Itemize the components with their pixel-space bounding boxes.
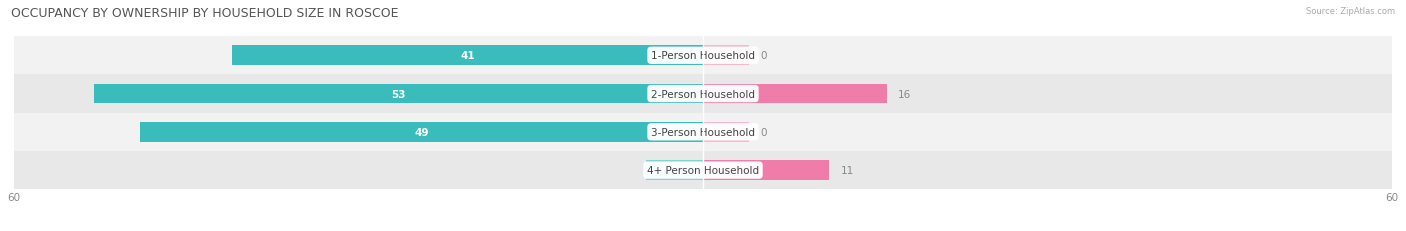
Text: 49: 49 [415,127,429,137]
Text: 4+ Person Household: 4+ Person Household [647,165,759,175]
Text: 41: 41 [460,51,475,61]
Bar [703,46,749,66]
Bar [14,113,1392,151]
Text: 0: 0 [761,127,766,137]
Text: 0: 0 [761,51,766,61]
Bar [94,84,703,104]
Bar [703,161,830,180]
Text: 1-Person Household: 1-Person Household [651,51,755,61]
Text: 3-Person Household: 3-Person Household [651,127,755,137]
Bar [141,122,703,142]
Text: 16: 16 [898,89,911,99]
Text: Source: ZipAtlas.com: Source: ZipAtlas.com [1306,7,1395,16]
Text: OCCUPANCY BY OWNERSHIP BY HOUSEHOLD SIZE IN ROSCOE: OCCUPANCY BY OWNERSHIP BY HOUSEHOLD SIZE… [11,7,399,20]
Text: 11: 11 [841,165,853,175]
Bar [703,122,749,142]
Bar [703,84,887,104]
Bar [14,37,1392,75]
Bar [645,161,703,180]
Bar [14,75,1392,113]
Bar [14,151,1392,189]
Text: 5: 5 [671,165,678,175]
Text: 53: 53 [391,89,406,99]
Text: 2-Person Household: 2-Person Household [651,89,755,99]
Bar [232,46,703,66]
